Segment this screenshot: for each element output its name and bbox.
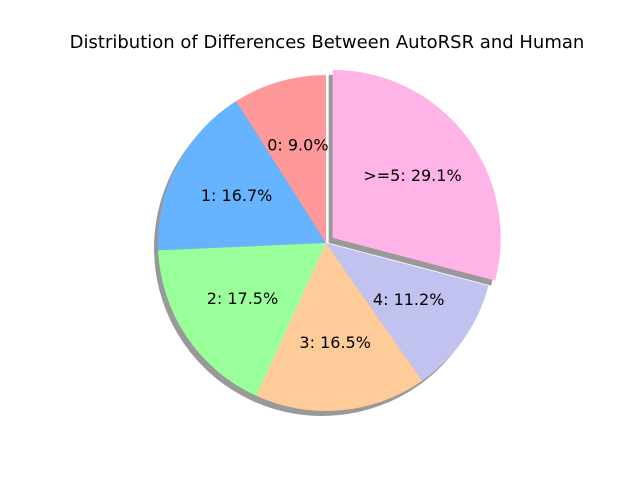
data-label: 2: 17.5% bbox=[207, 289, 278, 308]
data-label: 3: 16.5% bbox=[299, 333, 370, 352]
wedge bbox=[158, 243, 326, 396]
wedge bbox=[158, 101, 326, 251]
wedge bbox=[235, 75, 326, 243]
chart-title: Distribution of Differences Between Auto… bbox=[70, 32, 585, 53]
wedge bbox=[256, 243, 423, 411]
data-label: 0: 9.0% bbox=[267, 136, 328, 155]
data-label: 1: 16.7% bbox=[201, 186, 272, 205]
wedge bbox=[332, 69, 501, 281]
wedge bbox=[326, 243, 489, 381]
data-label: >=5: 29.1% bbox=[363, 166, 461, 185]
data-label: 4: 11.2% bbox=[373, 290, 444, 309]
